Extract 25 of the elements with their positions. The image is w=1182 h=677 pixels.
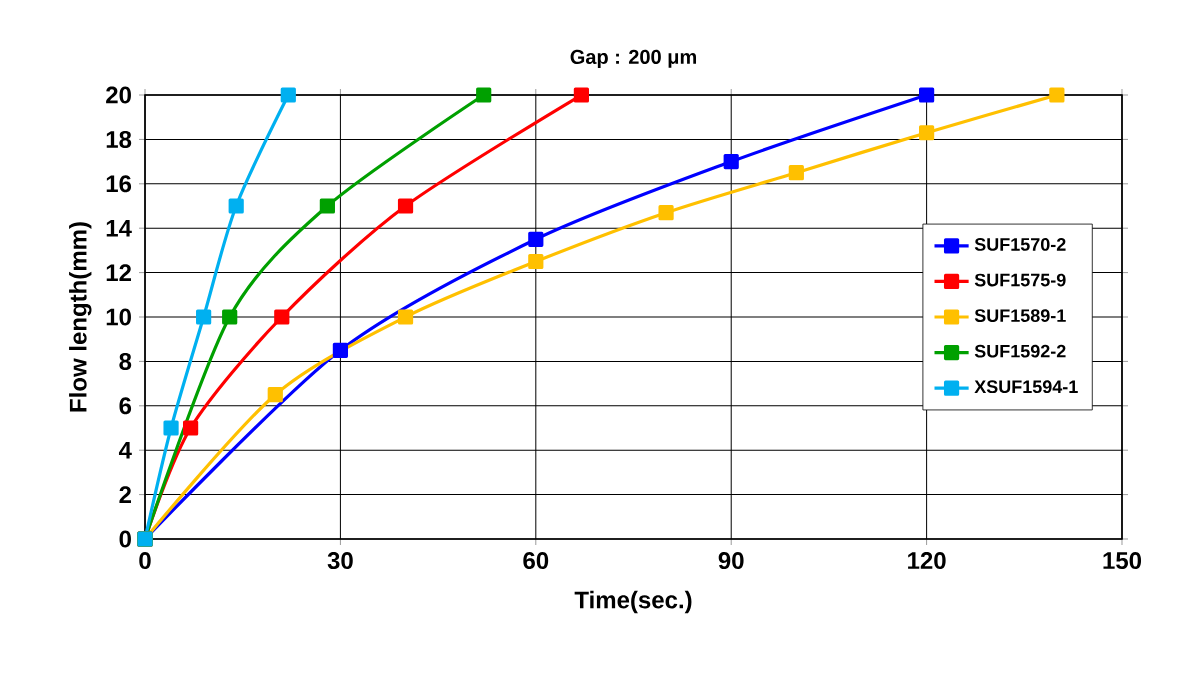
legend-label: XSUF1594-1 <box>974 380 1078 394</box>
x-tick-label: 0 <box>139 552 151 570</box>
chart-title: Gap : 200 μm <box>570 49 697 68</box>
x-tick-label: 150 <box>1103 552 1142 570</box>
x-tick-label: 30 <box>327 552 353 570</box>
x-axis-title: Time(sec.) <box>574 590 692 614</box>
y-tick-label: 10 <box>106 308 131 326</box>
y-tick-label: 4 <box>118 441 132 459</box>
y-tick-label: 16 <box>106 175 132 193</box>
y-tick-label: 0 <box>119 530 131 548</box>
y-tick-label: 18 <box>106 130 132 148</box>
y-tick-label: 14 <box>106 219 132 237</box>
legend-label: SUF1575-9 <box>974 273 1066 287</box>
x-tick-label: 90 <box>718 552 744 570</box>
x-tick-label: 120 <box>908 552 946 570</box>
y-tick-label: 8 <box>119 352 132 370</box>
legend-label: SUF1589-1 <box>974 309 1066 322</box>
legend-label: SUF1570-2 <box>974 238 1066 251</box>
y-tick-label: 20 <box>106 86 131 104</box>
y-tick-label: 12 <box>106 264 131 281</box>
y-tick-label: 6 <box>119 397 132 415</box>
y-axis-title: Flow length(mm) <box>69 222 92 412</box>
x-tick-label: 60 <box>523 552 549 570</box>
y-tick-label: 2 <box>119 486 131 503</box>
legend-label: SUF1592-2 <box>974 344 1066 358</box>
